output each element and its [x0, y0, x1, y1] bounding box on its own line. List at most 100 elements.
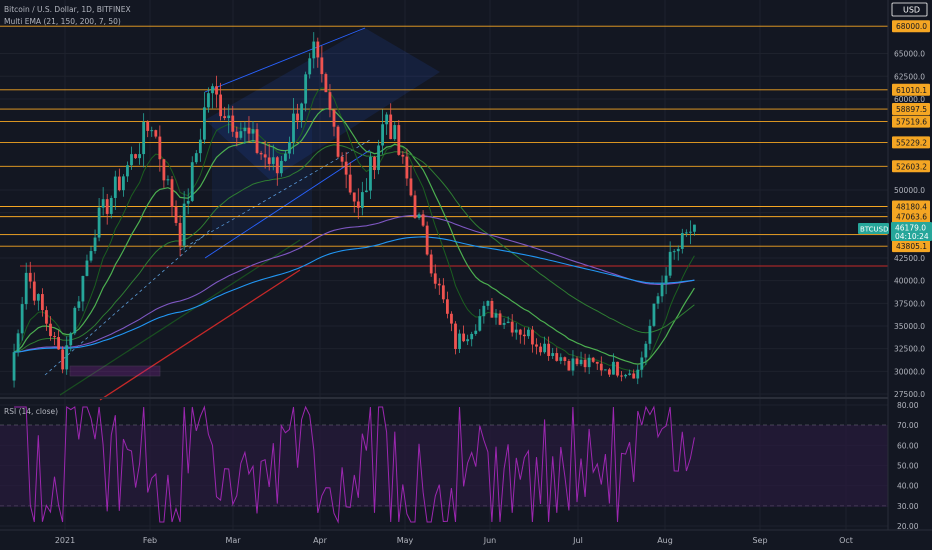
candle-82[interactable]	[340, 152, 344, 168]
candle-126[interactable]	[518, 328, 522, 344]
candle-15[interactable]	[69, 331, 73, 352]
candle-58[interactable]	[243, 121, 247, 144]
candle-109[interactable]	[450, 311, 453, 332]
candle-34[interactable]	[146, 120, 150, 138]
candle-165[interactable]	[676, 245, 680, 261]
candle-97[interactable]	[401, 151, 405, 164]
candle-20[interactable]	[89, 246, 93, 263]
candle-146[interactable]	[599, 356, 603, 376]
candle-167[interactable]	[684, 229, 688, 237]
candle-2[interactable]	[16, 329, 20, 357]
candle-110[interactable]	[454, 321, 457, 355]
candle-142[interactable]	[583, 353, 587, 373]
candle-69[interactable]	[288, 136, 291, 159]
candle-88[interactable]	[365, 178, 368, 193]
candle-74[interactable]	[308, 52, 312, 79]
candle-137[interactable]	[563, 356, 567, 366]
candle-1[interactable]	[12, 343, 16, 388]
candle-148[interactable]	[608, 367, 611, 377]
candle-161[interactable]	[660, 275, 664, 303]
candle-99[interactable]	[409, 165, 413, 197]
candle-44[interactable]	[186, 188, 190, 215]
candle-53[interactable]	[223, 106, 227, 121]
candle-35[interactable]	[150, 126, 154, 137]
candle-156[interactable]	[640, 351, 644, 378]
candle-104[interactable]	[429, 249, 433, 277]
candle-5[interactable]	[28, 261, 32, 289]
candle-40[interactable]	[170, 176, 174, 217]
candle-132[interactable]	[543, 336, 546, 354]
candle-21[interactable]	[93, 229, 97, 254]
candle-96[interactable]	[397, 120, 401, 156]
candle-101[interactable]	[417, 212, 421, 220]
candle-166[interactable]	[680, 228, 684, 254]
candle-33[interactable]	[142, 113, 146, 168]
candle-123[interactable]	[506, 316, 510, 324]
candle-46[interactable]	[194, 150, 198, 165]
candle-23[interactable]	[101, 187, 105, 216]
candle-52[interactable]	[219, 82, 222, 121]
candle-98[interactable]	[405, 148, 409, 186]
candle-105[interactable]	[433, 264, 437, 289]
candle-78[interactable]	[324, 72, 328, 93]
candle-77[interactable]	[320, 45, 324, 83]
candle-92[interactable]	[381, 109, 384, 155]
candle-28[interactable]	[122, 174, 125, 197]
candle-47[interactable]	[198, 128, 202, 162]
candle-18[interactable]	[81, 275, 85, 312]
candle-6[interactable]	[32, 272, 36, 306]
candle-130[interactable]	[535, 338, 538, 355]
candle-160[interactable]	[656, 292, 660, 309]
candle-7[interactable]	[36, 293, 40, 311]
candle-119[interactable]	[490, 298, 494, 318]
candle-13[interactable]	[61, 346, 65, 374]
candle-41[interactable]	[174, 200, 178, 226]
candle-120[interactable]	[494, 308, 498, 325]
candle-81[interactable]	[336, 125, 340, 159]
candle-14[interactable]	[65, 336, 69, 375]
candle-51[interactable]	[215, 75, 218, 108]
candle-162[interactable]	[664, 267, 668, 295]
time-axis[interactable]: 2021 Feb Mar Apr May Jun Jul Aug Sep Oct	[55, 536, 853, 545]
candle-164[interactable]	[672, 249, 676, 260]
candle-8[interactable]	[41, 288, 44, 317]
candle-67[interactable]	[279, 155, 283, 177]
candle-111[interactable]	[458, 329, 461, 354]
candle-29[interactable]	[126, 161, 129, 183]
candle-118[interactable]	[486, 300, 490, 310]
candle-102[interactable]	[421, 210, 425, 228]
candle-31[interactable]	[134, 153, 137, 160]
candle-143[interactable]	[587, 354, 591, 375]
candle-4[interactable]	[24, 262, 28, 310]
candle-141[interactable]	[579, 351, 583, 367]
candle-73[interactable]	[304, 71, 308, 112]
candle-124[interactable]	[510, 314, 514, 337]
candle-153[interactable]	[628, 369, 632, 376]
candle-9[interactable]	[45, 306, 48, 331]
candle-150[interactable]	[616, 361, 619, 378]
candle-54[interactable]	[227, 104, 231, 134]
candle-106[interactable]	[437, 278, 441, 295]
candle-32[interactable]	[138, 143, 141, 165]
rsi-legend[interactable]: RSI (14, close)	[4, 407, 58, 416]
candle-83[interactable]	[344, 151, 348, 189]
candle-100[interactable]	[413, 190, 417, 219]
candle-145[interactable]	[595, 361, 599, 370]
candle-157[interactable]	[644, 341, 648, 366]
candle-43[interactable]	[182, 191, 186, 251]
candle-113[interactable]	[466, 334, 470, 345]
candle-26[interactable]	[113, 170, 117, 210]
candle-128[interactable]	[527, 327, 530, 339]
candle-24[interactable]	[105, 193, 109, 225]
candle-56[interactable]	[235, 126, 239, 147]
candle-129[interactable]	[531, 326, 534, 353]
candle-114[interactable]	[470, 331, 474, 347]
candle-103[interactable]	[425, 221, 429, 256]
candle-55[interactable]	[231, 105, 235, 137]
candle-76[interactable]	[316, 37, 320, 68]
candle-45[interactable]	[190, 156, 194, 203]
candle-48[interactable]	[203, 91, 206, 144]
candle-125[interactable]	[514, 323, 518, 340]
candle-152[interactable]	[624, 373, 627, 379]
